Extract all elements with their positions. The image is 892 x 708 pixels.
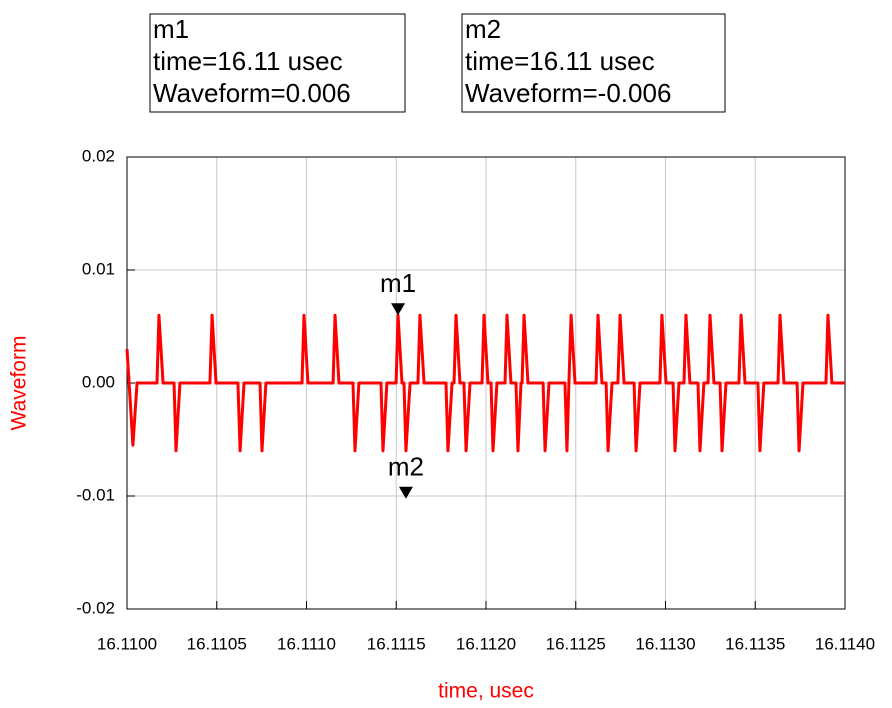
marker-box-name: m1 (153, 14, 189, 44)
x-tick-label: 16.1100 (97, 634, 157, 653)
x-tick-label: 16.1120 (456, 634, 516, 653)
marker-box-value: Waveform=0.006 (153, 78, 351, 108)
x-tick-label: 16.1115 (367, 634, 426, 653)
marker-triangle (398, 486, 413, 499)
x-axis-title: time, usec (438, 680, 534, 703)
marker-label: m1 (380, 268, 416, 298)
y-axis-title: Waveform (8, 336, 31, 431)
marker-box (149, 13, 406, 113)
marker-triangle (391, 303, 406, 316)
marker-box-value: Waveform=-0.006 (465, 78, 671, 108)
y-tick-label: 0.00 (82, 372, 115, 391)
marker-box-name: m2 (465, 14, 501, 44)
x-tick-label: 16.1105 (187, 634, 247, 653)
y-tick-label: -0.01 (76, 485, 115, 504)
marker-label: m2 (388, 452, 424, 482)
marker-box (461, 13, 726, 113)
y-tick-label: -0.02 (76, 598, 115, 617)
x-tick-label: 16.1110 (277, 634, 336, 653)
waveform-line (125, 313, 845, 453)
x-tick-label: 16.1130 (635, 634, 695, 653)
marker-box-time: time=16.11 usec (153, 46, 343, 76)
x-tick-label: 16.1140 (815, 634, 875, 653)
y-tick-label: 0.02 (82, 146, 115, 165)
x-tick-label: 16.1135 (725, 634, 785, 653)
marker-box-time: time=16.11 usec (465, 46, 655, 76)
y-tick-label: 0.01 (82, 259, 115, 278)
x-tick-label: 16.1125 (546, 634, 606, 653)
